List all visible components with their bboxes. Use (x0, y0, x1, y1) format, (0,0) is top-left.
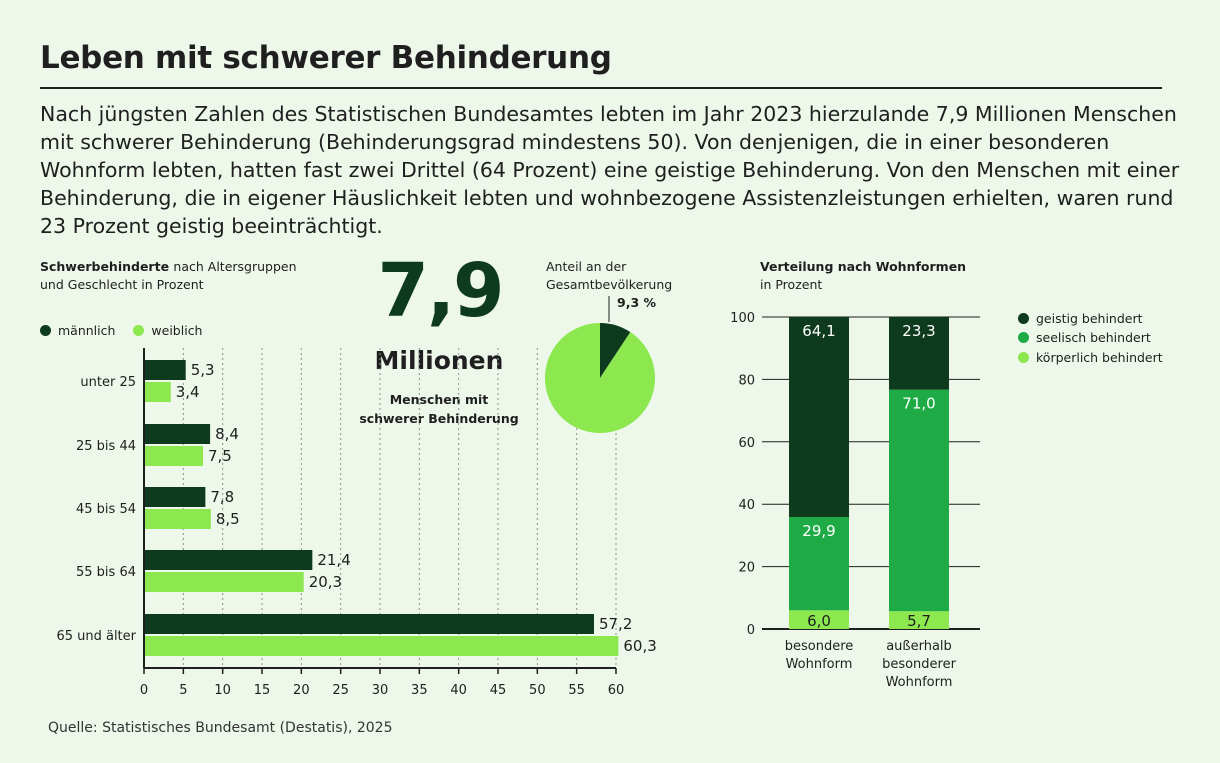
y-tick-label: 100 (730, 311, 755, 326)
y-tick-label: 40 (738, 498, 755, 513)
x-tick-label: 15 (254, 683, 271, 698)
stack-segment-koerperlich (789, 610, 849, 629)
male-bar (145, 487, 206, 507)
age-chart-legend: männlich weiblich (40, 323, 202, 338)
x-tick-label: 25 (332, 683, 349, 698)
age-chart-title-line2: und Geschlecht in Prozent (40, 277, 204, 292)
stack-segment-koerperlich (889, 611, 949, 629)
pie-value-label: 9,3 % (617, 295, 656, 310)
pie-title-line2: Gesamtbevölkerung (546, 277, 673, 292)
male-value-label: 5,3 (191, 361, 215, 379)
source-note: Quelle: Statistisches Bundesamt (Destati… (48, 720, 393, 736)
stack-segment-geistig (889, 317, 949, 390)
housing-chart-title-main: Verteilung nach Wohnformen (760, 259, 967, 274)
female-bar (145, 509, 211, 529)
male-legend-label: männlich (58, 323, 116, 338)
age-category-label: 55 bis 64 (76, 565, 136, 580)
y-tick-label: 60 (738, 436, 755, 451)
x-tick-label: 5 (179, 683, 187, 698)
highlight-number: 7,9 (377, 248, 504, 334)
male-value-label: 7,8 (210, 488, 234, 506)
female-bar (145, 572, 304, 592)
x-tick-label: 50 (529, 683, 546, 698)
legend-item-geistig: geistig behindert (1018, 311, 1143, 326)
stack-value-label: 23,3 (902, 322, 935, 340)
housing-category-label: Wohnform (786, 657, 853, 672)
age-chart-title: Schwerbehinderte nach Altersgruppen und … (40, 258, 297, 294)
x-tick-label: 30 (372, 683, 389, 698)
stack-segment-geistig (789, 317, 849, 517)
koerperlich-legend-label: körperlich behindert (1036, 350, 1163, 365)
x-tick-label: 45 (490, 683, 507, 698)
male-bar (145, 360, 186, 380)
seelisch-legend-label: seelisch behindert (1036, 330, 1151, 345)
female-legend-label: weiblich (151, 323, 203, 338)
seelisch-legend-dot (1018, 332, 1029, 343)
age-category-label: unter 25 (80, 375, 136, 390)
legend-item-seelisch: seelisch behindert (1018, 330, 1151, 345)
page-title: Leben mit schwerer Behinderung (40, 40, 612, 76)
female-value-label: 7,5 (208, 447, 232, 465)
male-bar (145, 614, 594, 634)
pie-slice-disabled (600, 323, 631, 378)
female-bar (145, 636, 619, 656)
koerperlich-legend-dot (1018, 352, 1029, 363)
highlight-caption-line2: schwerer Behinderung (359, 411, 519, 426)
age-chart-title-rest: nach Altersgruppen (173, 259, 297, 274)
male-value-label: 8,4 (215, 425, 239, 443)
housing-chart-subtitle: in Prozent (760, 277, 823, 292)
male-bar (145, 550, 313, 570)
pie-slice-rest (544, 323, 655, 433)
highlight-caption: Menschen mit schwerer Behinderung (350, 390, 528, 428)
x-tick-label: 35 (411, 683, 428, 698)
housing-category-label: Wohnform (886, 675, 953, 690)
x-tick-label: 20 (293, 683, 310, 698)
female-bar (145, 446, 203, 466)
x-tick-label: 0 (140, 683, 148, 698)
female-value-label: 3,4 (176, 383, 200, 401)
stack-value-label: 29,9 (802, 522, 835, 540)
stack-value-label: 71,0 (902, 395, 935, 413)
x-tick-label: 55 (568, 683, 585, 698)
intro-text: Nach jüngsten Zahlen des Statistischen B… (40, 102, 1180, 238)
housing-category-label: außerhalb (886, 639, 952, 654)
age-category-label: 65 und älter (56, 629, 136, 644)
female-value-label: 60,3 (623, 637, 656, 655)
pie-title-line1: Anteil an der (546, 259, 627, 274)
female-bar (145, 382, 171, 402)
female-value-label: 20,3 (309, 573, 342, 591)
stack-value-label: 64,1 (802, 322, 835, 340)
male-value-label: 21,4 (317, 551, 350, 569)
y-tick-label: 20 (738, 561, 755, 576)
geistig-legend-label: geistig behindert (1036, 311, 1143, 326)
highlight-caption-line1: Menschen mit (389, 392, 489, 407)
pie-chart-title: Anteil an der Gesamtbevölkerung (546, 258, 672, 294)
age-category-label: 45 bis 54 (76, 502, 136, 517)
housing-category-label: besonderer (882, 657, 957, 672)
x-tick-label: 40 (450, 683, 467, 698)
age-category-label: 25 bis 44 (76, 439, 136, 454)
geistig-legend-dot (1018, 313, 1029, 324)
housing-category-label: besondere (785, 639, 854, 654)
male-legend-dot (40, 325, 51, 336)
stack-value-label: 6,0 (807, 612, 831, 630)
y-tick-label: 80 (738, 373, 755, 388)
y-tick-label: 0 (747, 623, 755, 638)
age-chart-title-bold: Schwerbehinderte (40, 259, 170, 274)
housing-chart-title: Verteilung nach Wohnformen in Prozent (760, 258, 966, 294)
highlight-unit: Millionen (374, 346, 504, 375)
legend-item-koerperlich: körperlich behindert (1018, 350, 1163, 365)
stack-segment-seelisch (889, 389, 949, 612)
female-legend-dot (133, 325, 145, 336)
stack-segment-seelisch (789, 516, 849, 611)
male-value-label: 57,2 (599, 615, 632, 633)
title-divider (40, 87, 1162, 89)
male-bar (145, 424, 211, 444)
stack-value-label: 5,7 (907, 612, 931, 630)
x-tick-label: 10 (214, 683, 231, 698)
x-tick-label: 60 (608, 683, 625, 698)
female-value-label: 8,5 (216, 510, 240, 528)
